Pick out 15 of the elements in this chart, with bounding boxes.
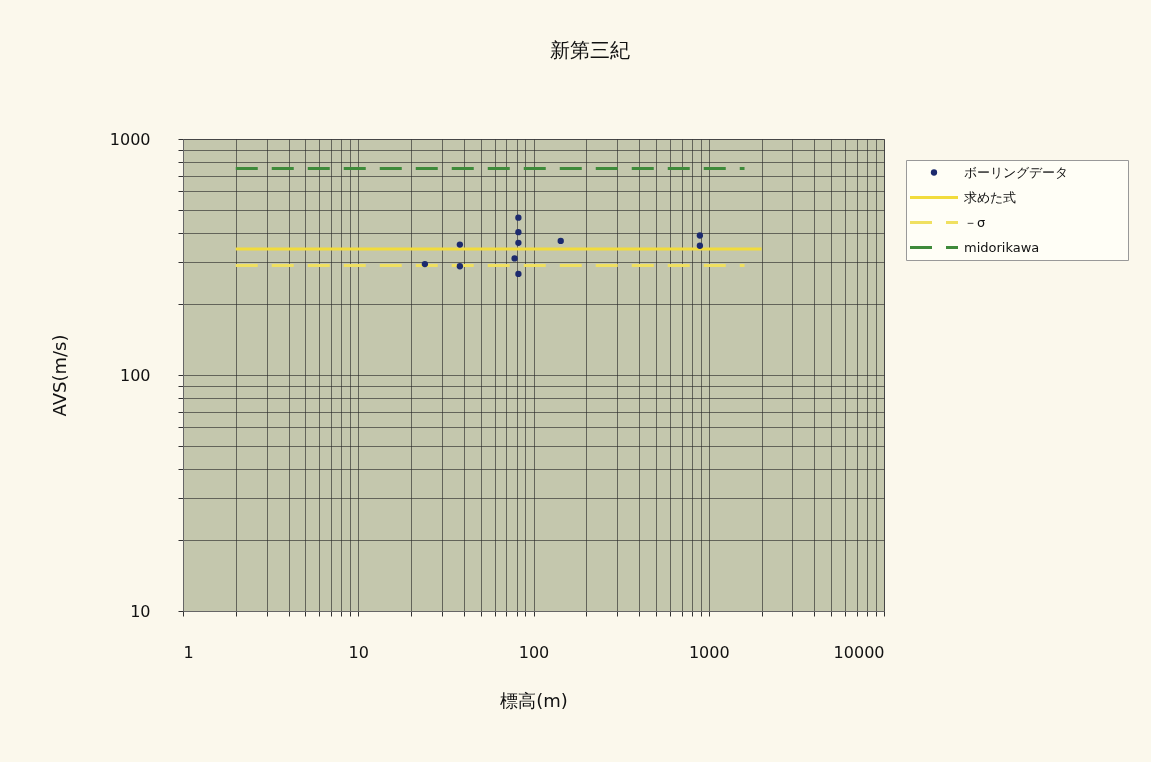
x-tick-label: 10000 bbox=[833, 642, 885, 662]
y-tick-label: 10 bbox=[130, 601, 151, 621]
x-tick-label: 1000 bbox=[688, 642, 730, 662]
x-tick-label: 1 bbox=[183, 642, 194, 662]
legend-label: －σ bbox=[964, 214, 986, 230]
y-tick-label: 100 bbox=[119, 365, 151, 385]
legend-label: ボーリングデータ bbox=[964, 164, 1068, 180]
y-tick-label: 1000 bbox=[109, 129, 151, 149]
legend-label: 求めた式 bbox=[964, 189, 1016, 205]
y-axis-title: AVS(m/s) bbox=[48, 334, 70, 417]
x-tick-label: 100 bbox=[518, 642, 550, 662]
legend-label: midorikawa bbox=[964, 239, 1040, 255]
chart-title: 新第三紀 bbox=[549, 37, 630, 62]
x-tick-label: 10 bbox=[348, 642, 369, 662]
x-axis-title: 標高(m) bbox=[500, 689, 568, 711]
